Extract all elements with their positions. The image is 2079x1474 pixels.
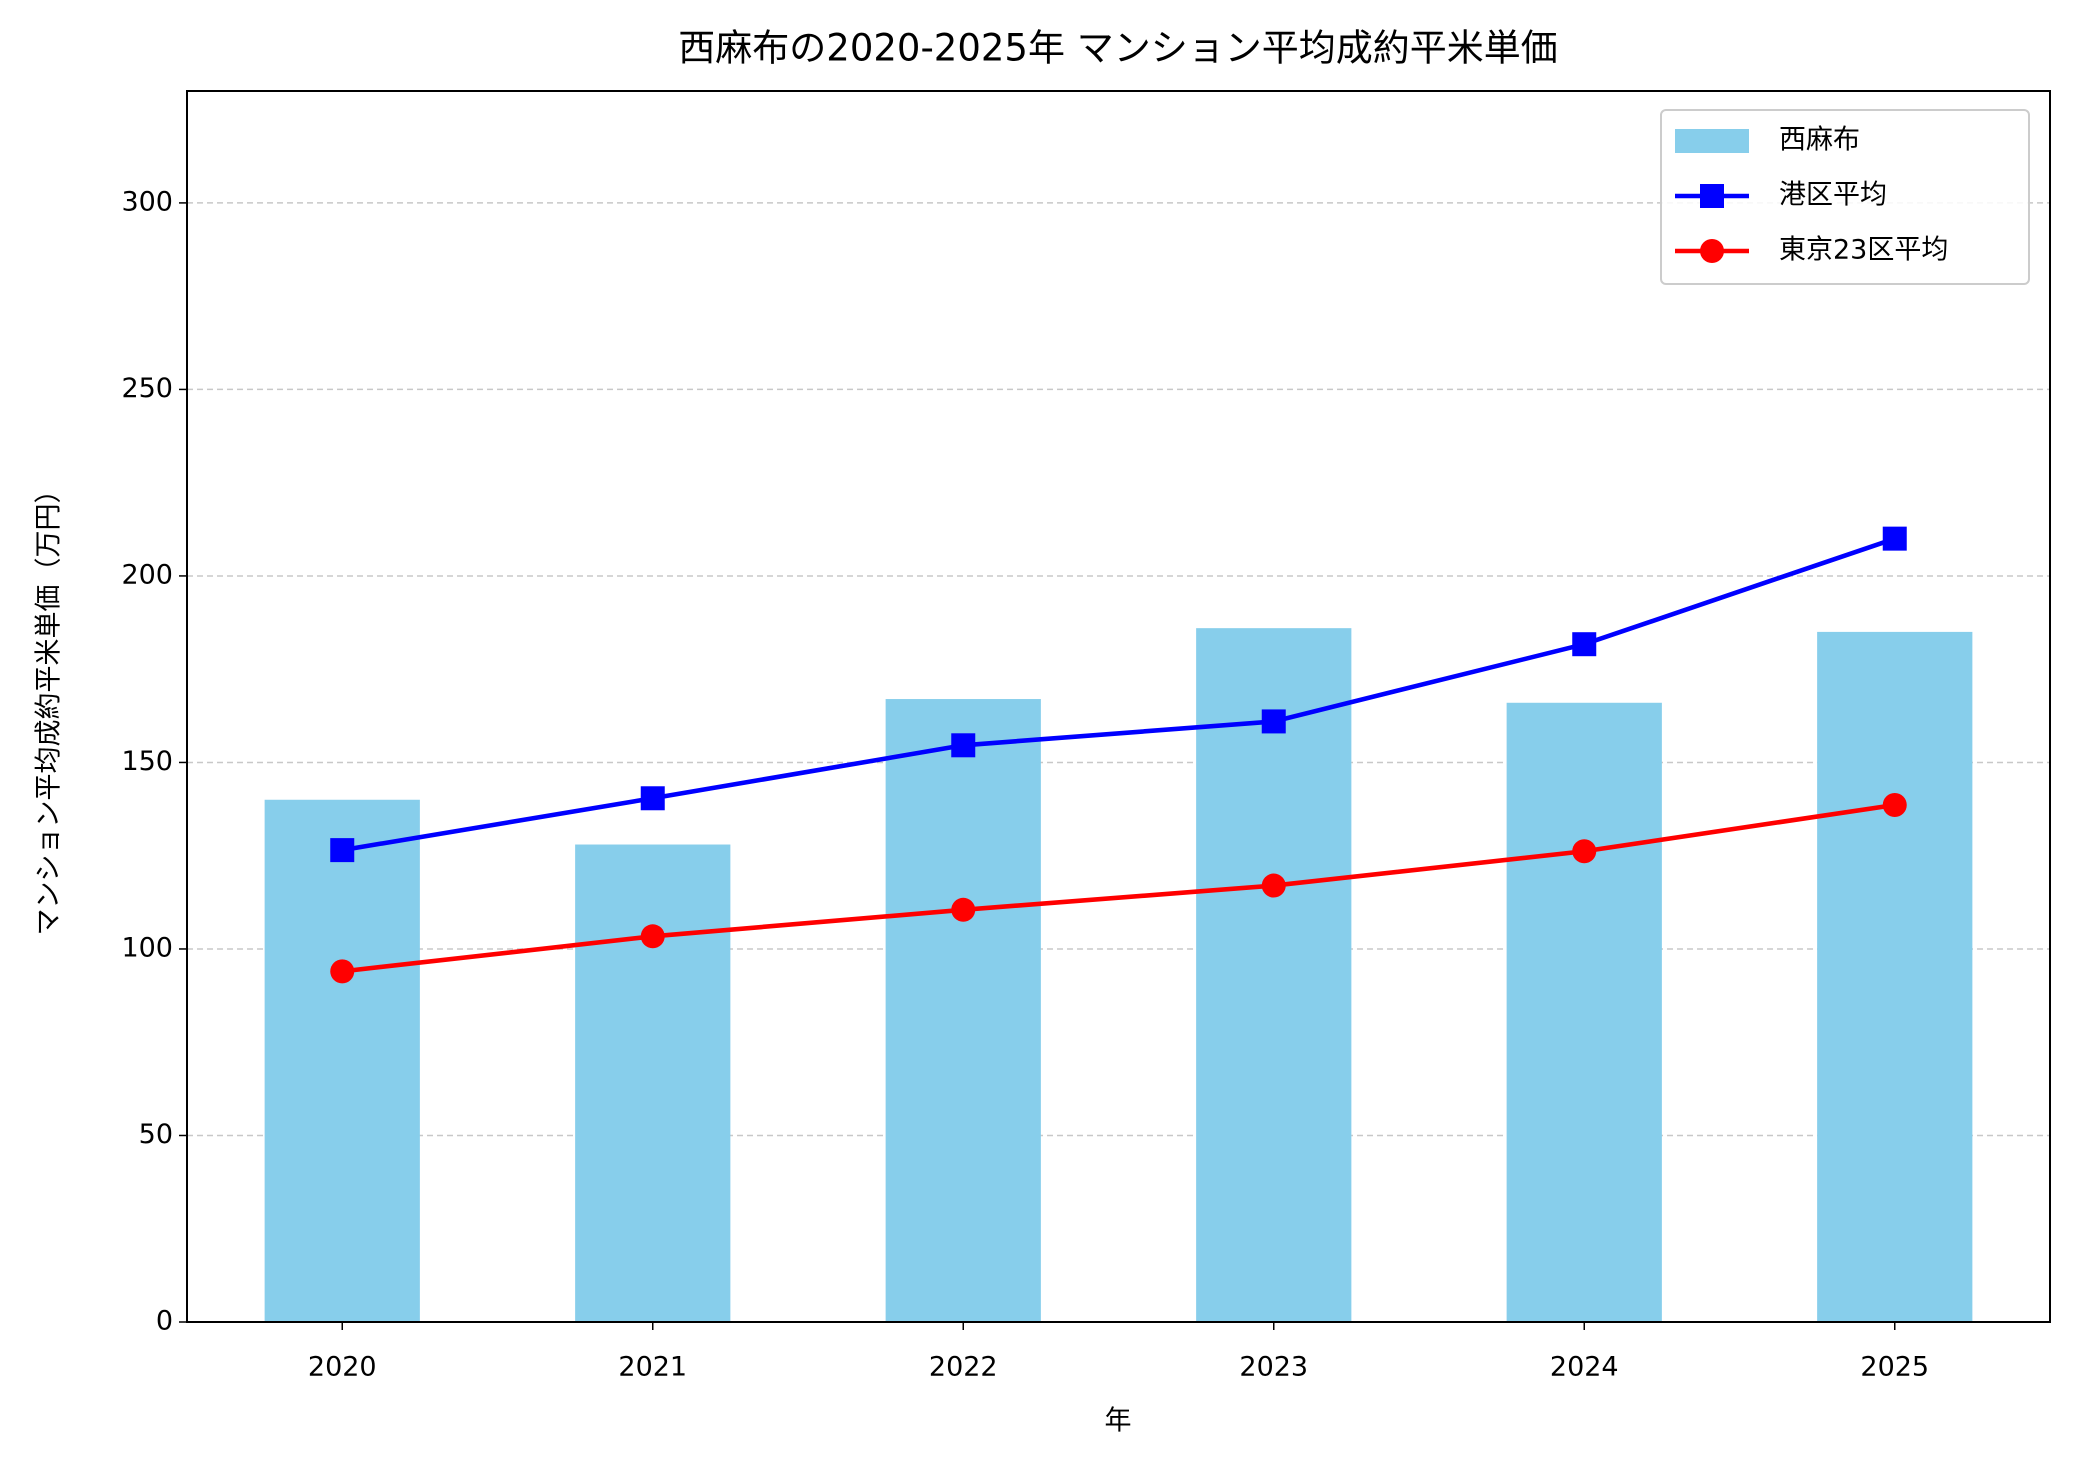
marker — [640, 924, 665, 949]
y-tick-label: 50 — [139, 1119, 173, 1150]
marker — [1261, 873, 1286, 898]
bar — [885, 699, 1041, 1322]
y-axis-label: マンション平均成約平米単価（万円） — [34, 477, 65, 936]
x-axis-label: 年 — [1105, 1406, 1132, 1437]
legend-box — [1660, 109, 2030, 285]
marker — [951, 733, 976, 758]
marker — [1261, 709, 1286, 734]
line — [341, 536, 1896, 853]
plot-frame — [186, 90, 2051, 1323]
legend-label: 西麻布 — [1779, 125, 1860, 156]
y-tick-label: 100 — [121, 932, 173, 963]
bar — [1196, 628, 1352, 1322]
marker — [640, 786, 665, 811]
marker — [1572, 839, 1597, 864]
y-tick-label: 200 — [121, 559, 173, 590]
bar — [1506, 702, 1662, 1322]
y-tick-label: 300 — [121, 186, 173, 217]
y-tick-label: 250 — [121, 373, 173, 404]
y-tick-label: 150 — [121, 746, 173, 777]
x-tick-label: 2020 — [308, 1352, 377, 1383]
legend-label: 東京23区平均 — [1779, 235, 1948, 266]
marker — [951, 897, 976, 922]
legend-marker — [1700, 239, 1724, 263]
chart-title: 西麻布の2020-2025年 マンション平均成約平米単価 — [678, 27, 1557, 70]
x-tick-label: 2024 — [1550, 1352, 1619, 1383]
marker — [1882, 792, 1907, 817]
legend-marker — [1700, 184, 1724, 208]
legend-label: 港区平均 — [1779, 180, 1887, 211]
bar — [264, 799, 420, 1322]
marker — [1882, 526, 1907, 551]
bar — [575, 844, 731, 1322]
x-tick-label: 2021 — [618, 1352, 687, 1383]
x-tick-label: 2022 — [929, 1352, 998, 1383]
marker — [330, 838, 355, 863]
marker — [330, 959, 355, 984]
bar — [1817, 631, 1973, 1322]
x-tick-label: 2025 — [1860, 1352, 1929, 1383]
line — [341, 802, 1896, 974]
legend-swatch — [1675, 129, 1749, 153]
y-tick-label: 0 — [156, 1306, 173, 1337]
marker — [1572, 632, 1597, 657]
x-tick-label: 2023 — [1239, 1352, 1308, 1383]
